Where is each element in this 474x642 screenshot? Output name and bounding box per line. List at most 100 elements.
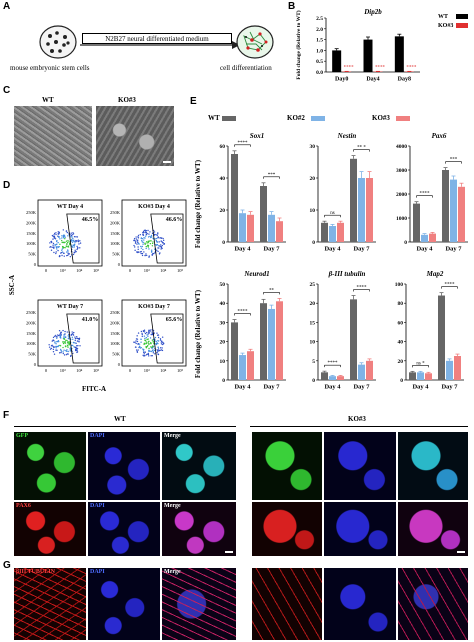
flow-event: [156, 234, 158, 237]
flow-event: [76, 335, 78, 338]
x-category-label: Day8: [398, 77, 411, 83]
flow-event: [145, 231, 148, 234]
bar: [429, 233, 436, 242]
flow-event: [145, 342, 147, 345]
bar: [260, 303, 267, 380]
y-tick-label: 20: [220, 340, 226, 346]
f-ko3-merge-image-2: [398, 502, 468, 556]
flow-event: [134, 341, 136, 344]
flow-event: [156, 332, 158, 334]
flow-event: [133, 239, 135, 242]
scale-bar: [457, 551, 465, 553]
chart-e-nestin: Nestin 0 10 20 30 Day 4 ns Day 7 ** *: [310, 132, 376, 253]
flow-x-tick-label: 10³: [144, 368, 151, 373]
flow-event: [74, 342, 76, 344]
flow-event: [78, 337, 81, 340]
flow-event: [156, 351, 158, 354]
flow-event: [66, 349, 68, 351]
y-tick-label: 0: [222, 240, 225, 246]
chart-e-b3tubulin: β-III tubulin 0 5 10 15 20 25 Day 4 **** Day 7 ***…: [310, 270, 376, 391]
b-legend-swatch: [456, 14, 468, 19]
flow-event: [56, 248, 58, 250]
flow-event: [71, 245, 73, 248]
flow-event: [61, 254, 63, 257]
flow-event: [143, 331, 146, 333]
significance-label: ****: [357, 286, 368, 291]
flow-event: [59, 336, 61, 339]
flow-event: [147, 353, 150, 356]
flow-event: [157, 233, 159, 235]
flow-event: [71, 238, 73, 241]
flow-event: [57, 339, 60, 342]
flow-event: [67, 345, 69, 347]
chart-title: Map2: [426, 270, 444, 278]
flow-event: [70, 333, 73, 336]
flow-event: [150, 240, 152, 242]
flow-event: [135, 342, 137, 345]
flow-event: [141, 237, 144, 240]
flow-event: [62, 351, 64, 353]
panel-d-flow: SSC-A FITC-A: [0, 186, 190, 400]
y-tick-label: 50: [220, 282, 226, 288]
significance-label: ****: [406, 66, 417, 71]
flow-event: [52, 242, 55, 245]
flow-event: [60, 252, 62, 254]
significance-label: ns *: [416, 361, 425, 366]
flow-event: [147, 345, 149, 347]
flow-event: [137, 343, 139, 345]
y-tick-label: 100: [395, 282, 404, 288]
significance-label: ***: [450, 158, 458, 163]
flow-event: [157, 340, 159, 342]
flow-event: [134, 241, 137, 243]
flow-event: [143, 239, 145, 241]
flow-event: [65, 251, 68, 253]
y-tick-label: 0.0: [316, 70, 323, 76]
chart-title: Pax6: [432, 132, 447, 140]
flow-event: [152, 252, 155, 255]
flow-event: [138, 251, 140, 253]
panel-label-e: E: [190, 96, 197, 107]
flow-event: [144, 235, 147, 237]
flow-event: [64, 238, 66, 240]
flow-event: [67, 350, 69, 353]
flow-event: [63, 349, 65, 351]
flow-event: [146, 338, 148, 341]
y-tick-label: 2.0: [316, 27, 323, 33]
flow-event: [55, 343, 57, 345]
flow-event: [149, 231, 151, 233]
flow-event: [64, 336, 66, 339]
flow-event: [145, 233, 148, 236]
flow-y-tick-label: 250K: [110, 210, 121, 215]
bar: [350, 299, 357, 380]
flow-event: [55, 347, 57, 349]
flow-event: [144, 337, 146, 340]
flow-event: [146, 254, 148, 257]
significance-label: ****: [420, 192, 431, 197]
flow-event: [142, 231, 144, 234]
flow-event: [52, 348, 55, 351]
significance-label: ****: [375, 66, 386, 71]
bar: [321, 372, 328, 380]
bar: [413, 203, 420, 242]
flow-event: [137, 237, 140, 239]
flow-y-tick-label: 200K: [26, 220, 37, 225]
flow-y-tick-label: 100K: [110, 341, 121, 346]
y-tick-label: 15: [310, 320, 316, 326]
flow-event: [157, 348, 160, 350]
flow-event: [142, 350, 145, 352]
y-tick-label: 25: [310, 282, 316, 288]
flow-plot-title: KO#3 Day 4: [138, 204, 170, 210]
flow-event: [156, 241, 158, 243]
flow-event: [71, 236, 73, 238]
flow-event: [143, 348, 145, 351]
flow-event: [147, 333, 149, 335]
significance-label: ***: [268, 173, 276, 178]
bar: [358, 178, 365, 242]
flow-event: [54, 244, 56, 246]
flow-event: [135, 349, 138, 351]
flow-event: [148, 343, 150, 346]
flow-event: [49, 348, 52, 350]
flow-event: [161, 347, 163, 349]
flow-event: [149, 350, 151, 352]
scale-bar: [163, 161, 171, 163]
